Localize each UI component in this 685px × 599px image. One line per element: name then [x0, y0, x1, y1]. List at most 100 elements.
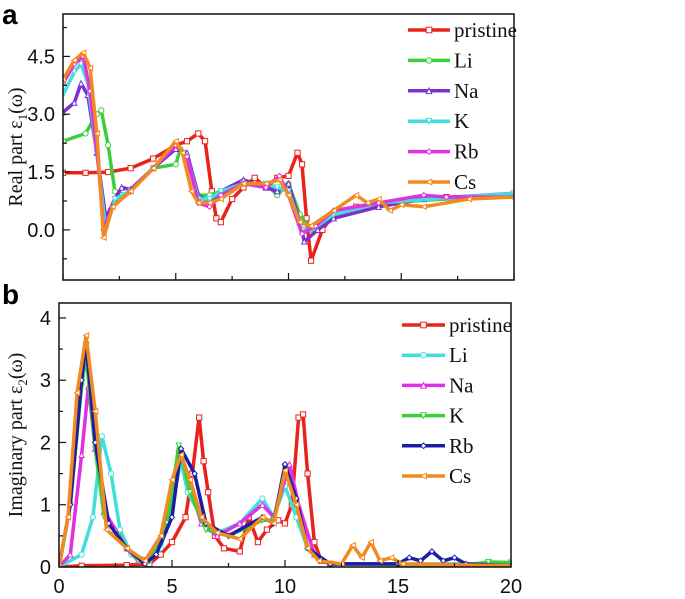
- data-point-cs: [284, 191, 292, 199]
- legend: pristine Li Na K Rb Cs: [402, 313, 512, 488]
- data-point-pristine: [127, 165, 134, 172]
- legend-marker-icon: [419, 472, 427, 480]
- data-point-pristine: [307, 257, 315, 264]
- data-point-pristine: [299, 411, 307, 418]
- legend-label: pristine: [449, 313, 512, 337]
- legend: pristine Li Na K Rb Cs: [408, 18, 517, 194]
- series-group: [63, 49, 514, 264]
- y-tick-label: 0: [40, 557, 51, 579]
- data-point-li: [259, 495, 266, 502]
- data-point-li: [107, 470, 115, 477]
- data-point-cs: [108, 203, 116, 211]
- series-line-cs: [63, 50, 514, 240]
- data-point-pristine: [213, 215, 220, 222]
- data-point-pristine: [105, 168, 112, 176]
- legend-label: pristine: [454, 18, 517, 42]
- y-tick-label: 4.5: [27, 46, 55, 68]
- data-point-cs: [262, 180, 270, 188]
- data-point-li: [172, 161, 179, 168]
- legend-label: Rb: [454, 140, 479, 164]
- data-point-k: [186, 489, 194, 497]
- data-point-cs: [397, 201, 405, 209]
- data-point-na: [78, 451, 86, 459]
- data-point-cs: [93, 130, 100, 137]
- y-axis-label-tail: (ω): [5, 353, 27, 379]
- data-point-cs: [172, 137, 179, 145]
- legend-label: K: [454, 109, 469, 133]
- legend-item-na: Na: [408, 79, 479, 103]
- data-point-pristine: [217, 219, 224, 226]
- data-point-cs: [363, 199, 371, 207]
- legend-item-pristine: pristine: [408, 18, 517, 42]
- y-tick-label: 1.5: [27, 162, 55, 184]
- y-tick-label: 4: [40, 308, 51, 330]
- data-point-cs: [186, 476, 194, 484]
- legend-marker-icon: [425, 178, 433, 186]
- data-point-cs: [398, 560, 406, 567]
- legend-item-li: Li: [408, 48, 473, 72]
- x-tick-label: 10: [274, 576, 296, 598]
- data-point-pristine: [205, 489, 212, 496]
- data-point-cs: [349, 541, 356, 549]
- data-point-cs: [91, 407, 99, 415]
- legend-item-k: K: [402, 404, 464, 428]
- y-axis-label: Imaginary part ε2(ω): [5, 353, 30, 518]
- data-point-rb: [428, 548, 436, 555]
- data-point-cs: [187, 187, 195, 195]
- data-point-pristine: [229, 195, 236, 203]
- y-axis-label-main: Real part ε: [5, 120, 27, 206]
- data-point-rb: [168, 513, 176, 521]
- data-point-cs: [86, 64, 94, 72]
- x-tick-label: 20: [500, 576, 522, 598]
- data-point-li: [82, 130, 89, 137]
- data-point-cs: [70, 56, 78, 64]
- data-point-pristine: [298, 161, 306, 168]
- series-line-rb: [59, 341, 511, 567]
- legend-label: Li: [454, 48, 473, 72]
- legend-item-k: K: [408, 109, 469, 133]
- data-point-rb: [152, 551, 160, 558]
- data-point-cs: [329, 207, 337, 215]
- data-point-rb: [206, 203, 213, 211]
- data-point-cs: [292, 501, 300, 509]
- series-line-li: [59, 434, 511, 567]
- data-point-rb: [451, 554, 458, 561]
- legend-marker-icon: [425, 57, 433, 64]
- data-point-li: [78, 551, 85, 558]
- legend-label: Cs: [454, 170, 476, 194]
- data-point-cs: [168, 476, 176, 484]
- data-point-pristine: [220, 545, 228, 552]
- data-point-k: [217, 188, 225, 196]
- panel-label-a: a: [2, 0, 18, 30]
- panel-a: 0.0 1.5 3.0 4.5 Real part ε1(ω) pristine Li Na K…: [5, 13, 517, 281]
- y-axis-label-main: Imaginary part ε: [5, 386, 27, 518]
- data-point-na: [118, 183, 126, 191]
- data-point-k: [202, 526, 210, 534]
- y-axis-label-tail: (ω): [5, 87, 27, 113]
- data-point-cs: [197, 513, 205, 521]
- data-point-pristine: [263, 526, 271, 533]
- data-point-pristine: [295, 414, 302, 421]
- data-point-cs: [177, 451, 185, 459]
- legend-marker-icon: [425, 148, 433, 156]
- data-point-cs: [374, 195, 382, 203]
- legend-label: Rb: [449, 434, 474, 458]
- y-axis-label-sub: 1: [15, 114, 30, 121]
- data-point-rb: [281, 460, 289, 468]
- data-point-cs: [217, 195, 224, 203]
- data-point-li: [98, 433, 106, 440]
- legend-label: K: [449, 404, 464, 428]
- data-point-cs: [236, 535, 243, 543]
- data-point-cs: [269, 520, 277, 527]
- data-point-cs: [258, 513, 266, 521]
- data-point-cs: [275, 176, 283, 184]
- data-point-na: [285, 179, 292, 187]
- data-point-cs: [303, 544, 311, 552]
- data-point-cs: [156, 532, 164, 540]
- data-point-pristine: [254, 538, 261, 546]
- data-point-pristine: [183, 138, 191, 145]
- data-point-na: [213, 532, 221, 539]
- data-point-pristine: [195, 130, 202, 137]
- legend-item-rb: Rb: [408, 140, 479, 164]
